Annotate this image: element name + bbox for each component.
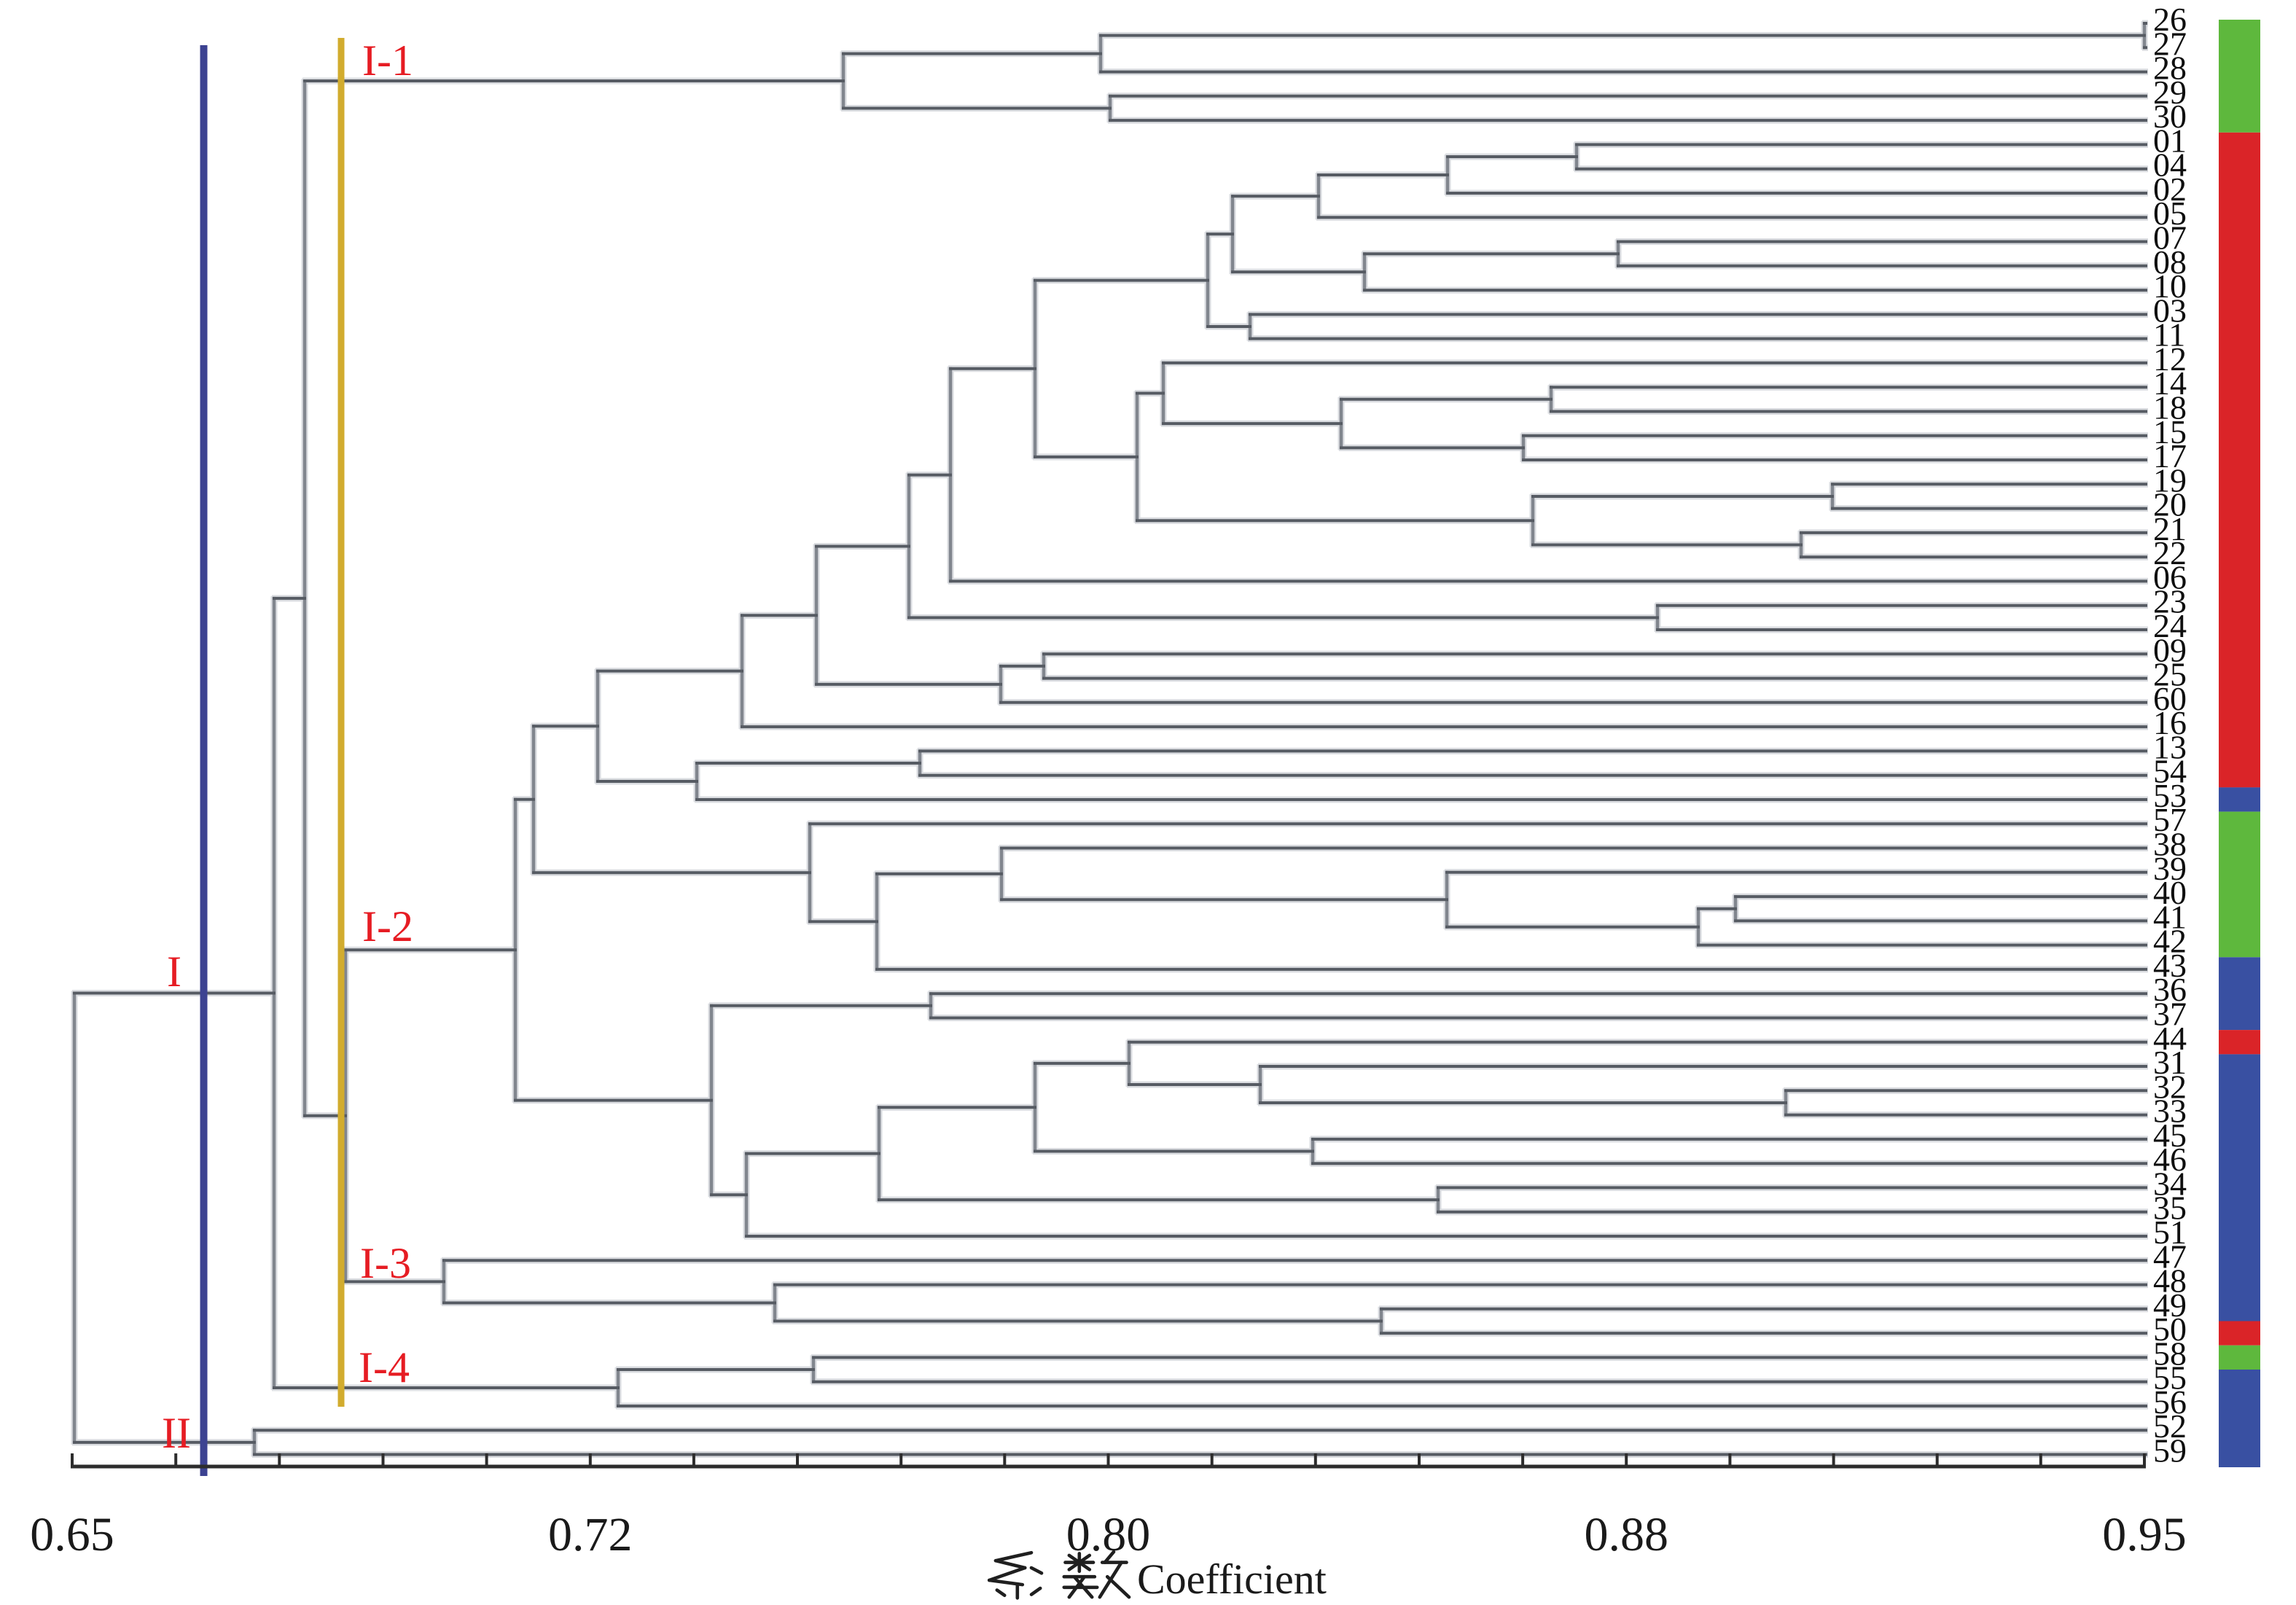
svg-text:45: 45	[2153, 1117, 2187, 1154]
svg-text:36: 36	[2153, 971, 2187, 1008]
svg-text:12: 12	[2153, 340, 2187, 378]
svg-text:48: 48	[2153, 1262, 2187, 1300]
svg-text:47: 47	[2153, 1238, 2187, 1275]
svg-text:Coefficient: Coefficient	[1137, 1555, 1327, 1601]
svg-text:10: 10	[2153, 268, 2187, 305]
svg-text:28: 28	[2153, 50, 2187, 87]
svg-text:39: 39	[2153, 850, 2187, 887]
svg-text:30: 30	[2153, 98, 2187, 135]
svg-text:08: 08	[2153, 243, 2187, 281]
svg-text:54: 54	[2153, 753, 2187, 790]
svg-text:04: 04	[2153, 147, 2187, 184]
svg-text:55: 55	[2153, 1359, 2187, 1397]
svg-text:17: 17	[2153, 437, 2187, 475]
svg-text:23: 23	[2153, 583, 2187, 620]
svg-text:18: 18	[2153, 389, 2187, 426]
svg-text:25: 25	[2153, 656, 2187, 693]
svg-text:02: 02	[2153, 171, 2187, 208]
svg-text:I-2: I-2	[362, 902, 413, 950]
svg-text:11: 11	[2153, 316, 2185, 354]
svg-text:07: 07	[2153, 219, 2187, 257]
svg-text:0.88: 0.88	[1584, 1508, 1668, 1561]
svg-text:13: 13	[2153, 728, 2187, 765]
svg-text:44: 44	[2153, 1020, 2187, 1057]
svg-text:19: 19	[2153, 461, 2187, 499]
svg-text:32: 32	[2153, 1068, 2187, 1105]
svg-text:46: 46	[2153, 1141, 2187, 1178]
svg-text:15: 15	[2153, 413, 2187, 450]
svg-text:56: 56	[2153, 1383, 2187, 1421]
svg-text:21: 21	[2153, 510, 2187, 547]
svg-text:34: 34	[2153, 1165, 2187, 1202]
svg-text:24: 24	[2153, 607, 2187, 644]
svg-text:II: II	[162, 1409, 191, 1457]
svg-text:26: 26	[2153, 1, 2187, 38]
svg-text:22: 22	[2153, 534, 2187, 571]
svg-text:I-4: I-4	[359, 1343, 410, 1391]
svg-text:03: 03	[2153, 292, 2187, 329]
svg-text:33: 33	[2153, 1093, 2187, 1130]
svg-text:0.65: 0.65	[30, 1508, 114, 1561]
svg-text:49: 49	[2153, 1286, 2187, 1324]
svg-text:60: 60	[2153, 680, 2187, 717]
svg-text:52: 52	[2153, 1407, 2187, 1445]
svg-text:27: 27	[2153, 25, 2187, 62]
svg-text:01: 01	[2153, 122, 2187, 159]
svg-text:09: 09	[2153, 631, 2187, 668]
svg-text:0.72: 0.72	[548, 1508, 633, 1561]
svg-text:37: 37	[2153, 996, 2187, 1033]
svg-text:40: 40	[2153, 874, 2187, 911]
svg-text:35: 35	[2153, 1190, 2187, 1227]
svg-text:38: 38	[2153, 826, 2187, 863]
svg-text:53: 53	[2153, 777, 2187, 814]
svg-text:29: 29	[2153, 74, 2187, 111]
svg-text:31: 31	[2153, 1044, 2187, 1081]
svg-text:05: 05	[2153, 195, 2187, 232]
svg-text:57: 57	[2153, 801, 2187, 838]
svg-text:06: 06	[2153, 558, 2187, 595]
svg-text:41: 41	[2153, 898, 2187, 935]
svg-text:59: 59	[2153, 1432, 2187, 1469]
svg-text:16: 16	[2153, 704, 2187, 741]
svg-text:43: 43	[2153, 947, 2187, 984]
svg-text:58: 58	[2153, 1335, 2187, 1372]
svg-text:14: 14	[2153, 364, 2187, 402]
svg-text:20: 20	[2153, 486, 2187, 523]
svg-text:I-3: I-3	[360, 1239, 411, 1287]
svg-text:51: 51	[2153, 1214, 2187, 1251]
svg-text:I: I	[167, 948, 181, 996]
svg-text:50: 50	[2153, 1311, 2187, 1348]
svg-text:42: 42	[2153, 923, 2187, 960]
svg-text:0.95: 0.95	[2102, 1508, 2187, 1561]
svg-text:I-1: I-1	[362, 36, 413, 85]
